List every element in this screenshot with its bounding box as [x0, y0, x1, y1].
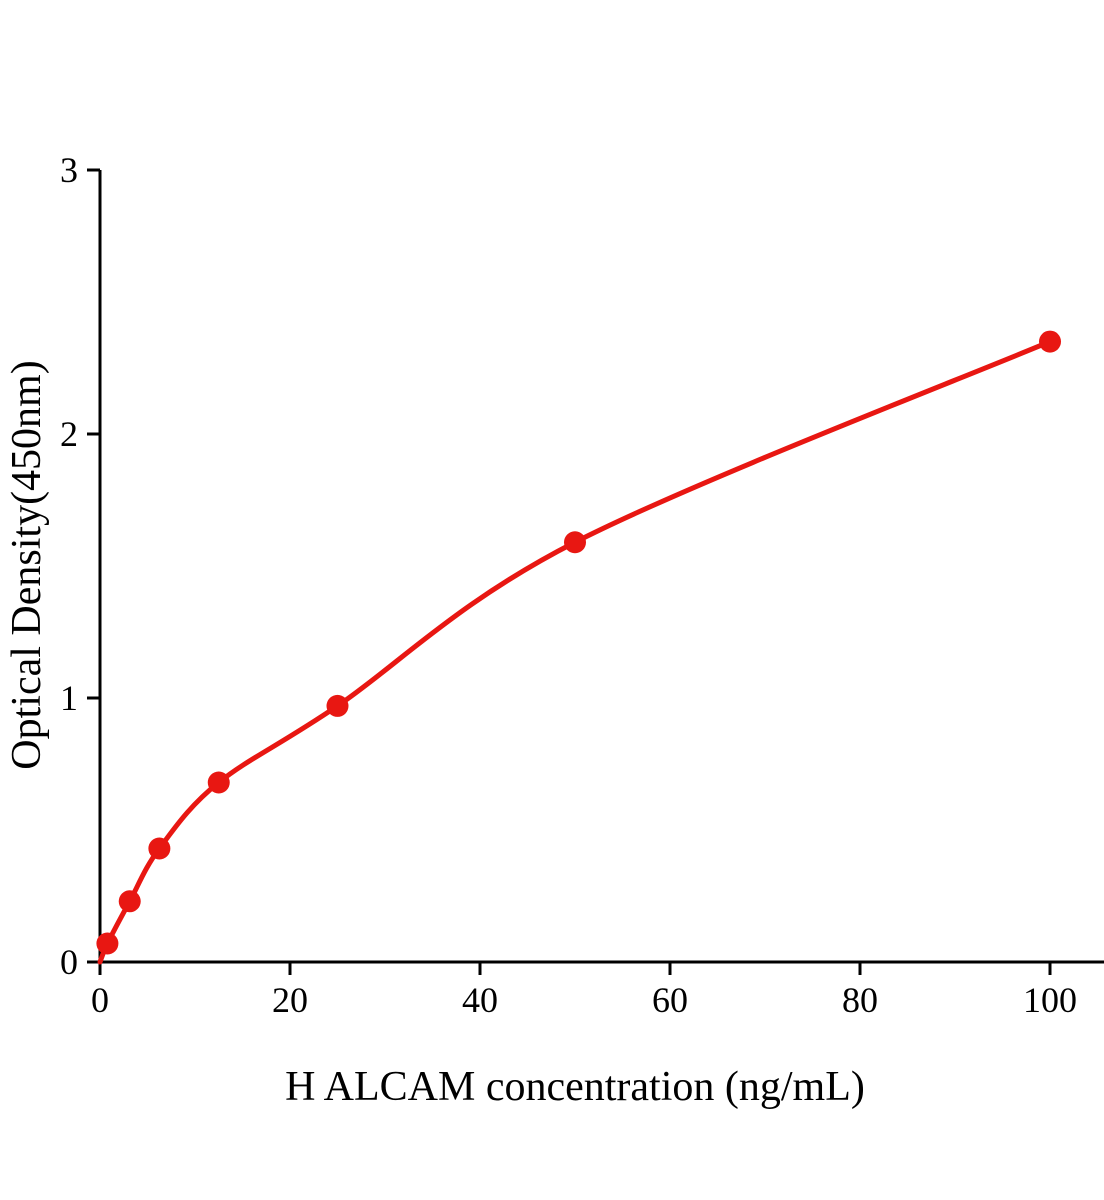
chart-plot-area: 0 20 40 60 80 100 0 1 2 3	[60, 150, 1104, 1020]
x-tick-label: 40	[462, 980, 498, 1020]
x-tick-label: 60	[652, 980, 688, 1020]
data-point	[148, 837, 171, 860]
data-point	[1039, 330, 1061, 353]
y-tick-label: 2	[60, 414, 78, 454]
x-tick-label: 80	[842, 980, 878, 1020]
data-point	[207, 771, 230, 794]
data-point	[96, 932, 119, 955]
x-tick-label: 0	[91, 980, 109, 1020]
data-point	[326, 694, 349, 717]
x-tick-label: 100	[1023, 980, 1077, 1020]
data-point	[118, 890, 141, 913]
fitted-curve	[97, 339, 1053, 965]
data-point	[564, 531, 586, 554]
y-tick-label: 3	[60, 150, 78, 190]
y-tick-label: 0	[60, 942, 78, 982]
y-tick-label: 1	[60, 678, 78, 718]
y-axis-title: Optical Density(450nm)	[4, 360, 50, 769]
x-tick-label: 20	[272, 980, 308, 1020]
x-axis-title: H ALCAM concentration (ng/mL)	[285, 1064, 865, 1110]
